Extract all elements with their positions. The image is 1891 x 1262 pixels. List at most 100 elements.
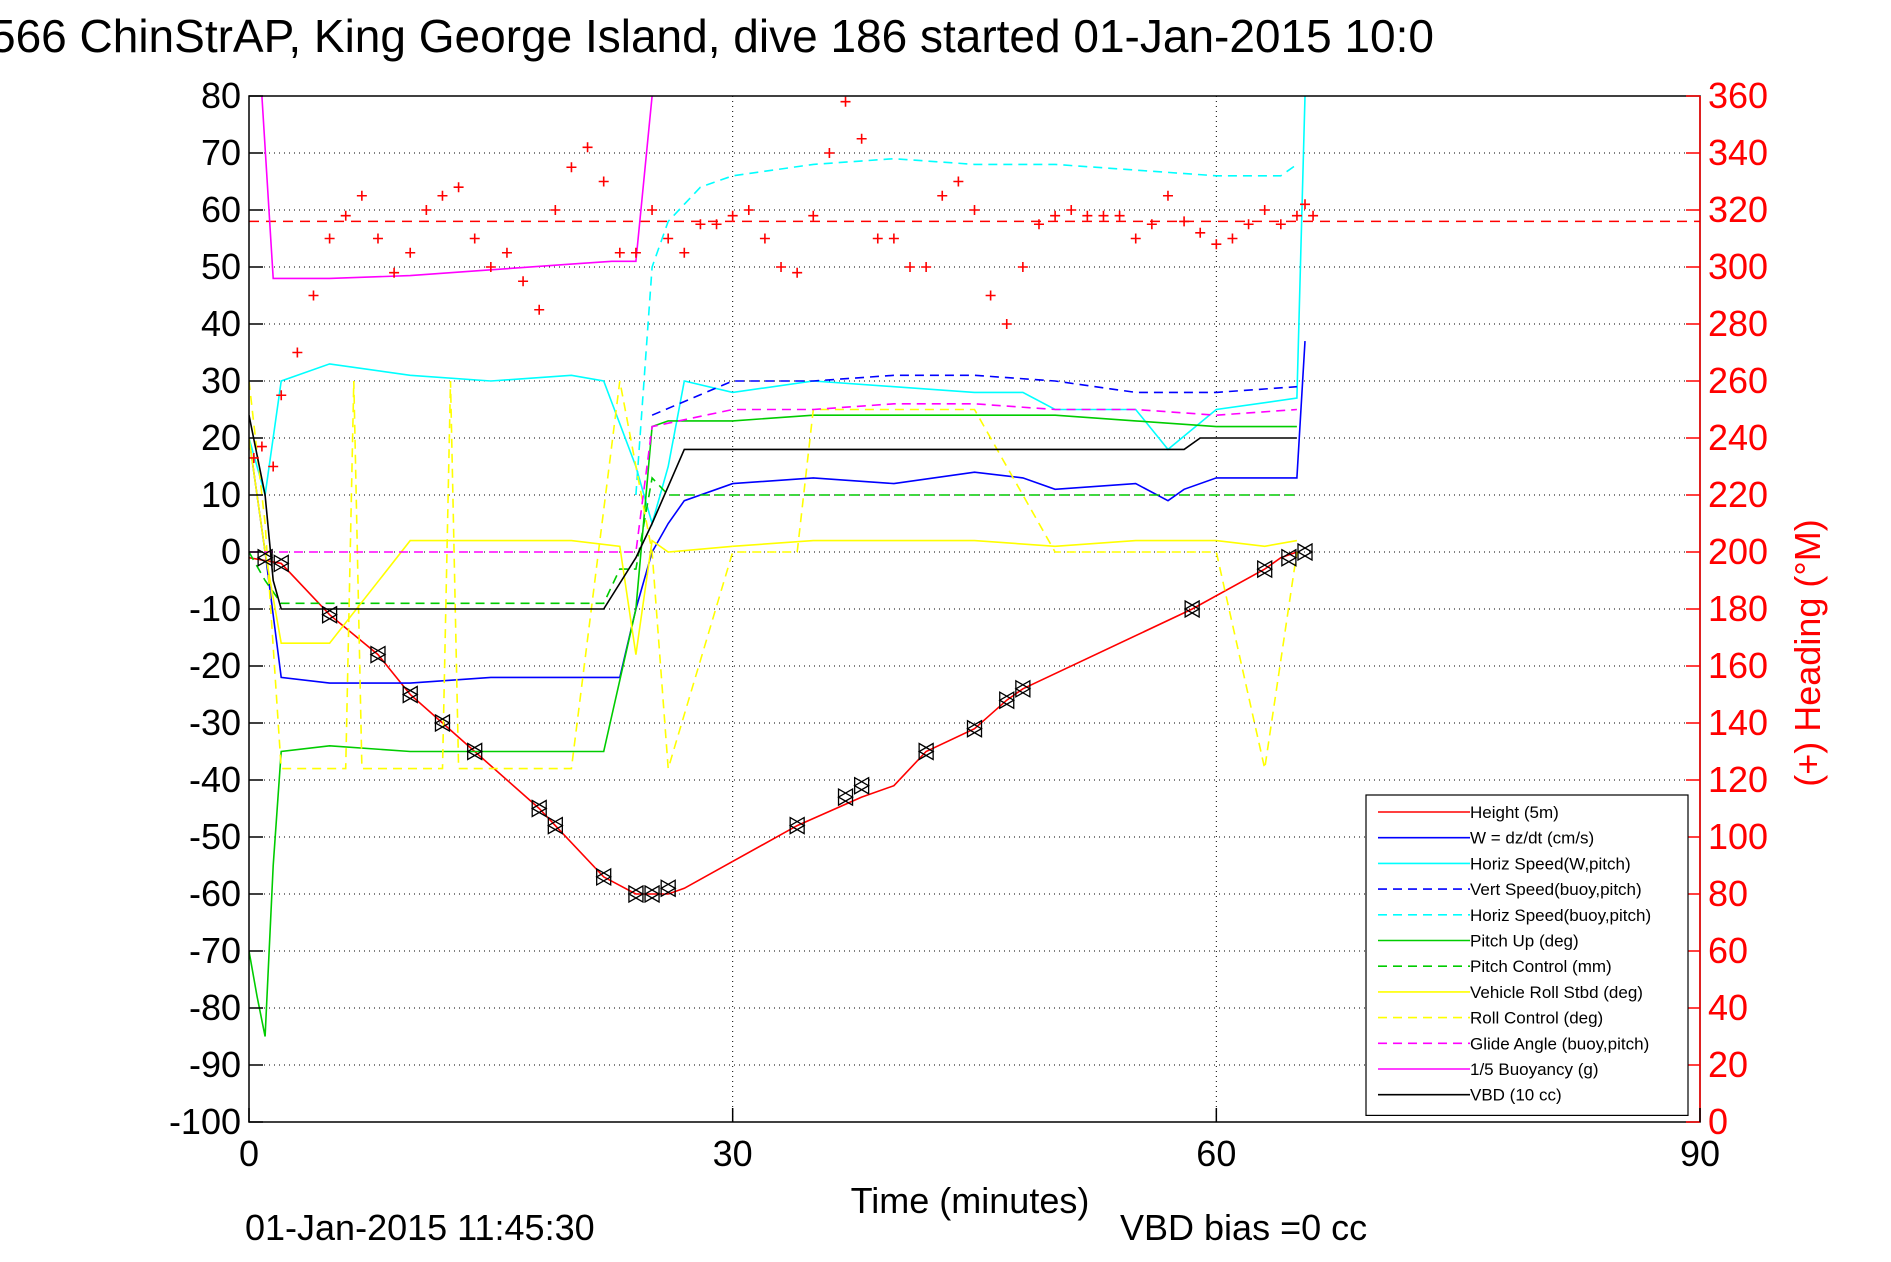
heading-marker (921, 262, 932, 272)
triangle-marker (1281, 548, 1298, 567)
heading-marker (534, 304, 545, 315)
heading-marker (1033, 219, 1044, 230)
y-right-tick-label: 20 (1708, 1044, 1748, 1085)
heading-marker (679, 247, 690, 258)
heading-marker (808, 210, 819, 221)
y-right-tick-label: 0 (1708, 1101, 1728, 1142)
triangle-marker (853, 776, 870, 795)
chart-title: 566 ChinStrAP, King George Island, dive … (0, 10, 1434, 62)
heading-marker (905, 262, 916, 272)
y-right-tick-label: 80 (1708, 873, 1748, 914)
y-tick-label: 0 (221, 531, 241, 572)
heading-marker (405, 247, 416, 258)
heading-marker (1130, 233, 1141, 244)
heading-marker (1211, 239, 1222, 250)
triangle-marker (595, 867, 612, 887)
legend-label: Horiz Speed(W,pitch) (1470, 854, 1631, 873)
x-axis-label: Time (minutes) (851, 1180, 1090, 1221)
triangle-marker (627, 884, 644, 904)
heading-marker (598, 176, 609, 187)
heading-marker (1179, 216, 1190, 227)
legend-label: Vert Speed(buoy,pitch) (1470, 880, 1642, 899)
y-right-tick-label: 320 (1708, 189, 1768, 230)
heading-marker (582, 142, 593, 153)
series-line-8 (249, 380, 1298, 770)
y-tick-label: -90 (189, 1044, 241, 1085)
triangle-marker (837, 787, 854, 807)
heading-marker (268, 461, 279, 472)
heading-marker (824, 148, 835, 158)
series-line-6 (249, 476, 1297, 605)
heading-marker (937, 190, 948, 201)
y-right-tick-label: 140 (1708, 702, 1768, 743)
series-line-5 (249, 414, 1297, 1037)
heading-marker (1162, 190, 1173, 201)
y-right-tick-label: 120 (1708, 759, 1768, 800)
legend-label: Height (5m) (1470, 803, 1559, 822)
heading-marker (1017, 262, 1028, 272)
triangle-marker (530, 799, 547, 818)
heading-marker (759, 233, 770, 244)
heading-marker (1227, 233, 1238, 244)
heading-marker (1195, 227, 1206, 238)
footer-timestamp: 01-Jan-2015 11:45:30 (245, 1207, 595, 1248)
heading-marker (776, 262, 787, 272)
triangle-marker (369, 645, 386, 664)
triangle-marker (853, 776, 870, 795)
heading-marker (1098, 210, 1109, 221)
triangle-marker (1296, 542, 1313, 562)
heading-marker (1300, 199, 1311, 210)
y-tick-label: -20 (189, 645, 241, 686)
y-right-tick-label: 300 (1708, 246, 1768, 287)
heading-marker (324, 233, 335, 244)
x-tick-label: 0 (239, 1133, 259, 1174)
y-right-tick-label: 60 (1708, 930, 1748, 971)
legend-label: Pitch Up (deg) (1470, 932, 1579, 951)
triangle-marker (434, 713, 451, 733)
heading-marker (727, 210, 738, 221)
heading-marker (1275, 219, 1286, 230)
heading-marker (1001, 319, 1012, 329)
heading-marker (485, 262, 496, 272)
triangle-marker (1183, 599, 1200, 619)
heading-marker (647, 205, 658, 215)
y-tick-label: 30 (201, 360, 241, 401)
y-tick-label: -80 (189, 987, 241, 1028)
triangle-marker (321, 605, 338, 624)
heading-marker (356, 190, 367, 201)
y-tick-label: -30 (189, 702, 241, 743)
y-right-tick-label: 260 (1708, 360, 1768, 401)
legend-label: 1/5 Buoyancy (g) (1470, 1060, 1599, 1079)
y-tick-label: 60 (201, 189, 241, 230)
legend: Height (5m) W = dz/dt (cm/s) Horiz Speed(W… (1365, 794, 1689, 1116)
series-layer (249, 96, 1700, 1037)
heading-marker (953, 176, 964, 187)
marker-layer (249, 96, 1319, 904)
heading-marker (256, 441, 267, 452)
series-line-3 (651, 374, 1297, 416)
legend-label: Pitch Control (mm) (1470, 957, 1612, 976)
legend-box (1365, 794, 1689, 1116)
heading-marker (421, 205, 432, 215)
footer-vbd-bias: VBD bias =0 cc (1120, 1207, 1367, 1248)
x-tick-label: 90 (1680, 1133, 1720, 1174)
heading-marker (1259, 205, 1270, 215)
heading-marker (1291, 210, 1302, 221)
y-right-tick-label: 280 (1708, 303, 1768, 344)
series-line-2 (249, 96, 1306, 527)
heading-marker (292, 347, 303, 358)
heading-marker (856, 133, 867, 144)
triangle-marker (1014, 679, 1031, 698)
y-right-tick-label: 100 (1708, 816, 1768, 857)
y-right-tick-label: 160 (1708, 645, 1768, 686)
right-axis-label: (+) Heading (°M) (1787, 519, 1828, 786)
heading-marker (888, 233, 899, 244)
triangle-marker (659, 879, 676, 898)
y-tick-label: -50 (189, 816, 241, 857)
series-line-11 (249, 415, 1297, 610)
legend-label: Glide Angle (buoy,pitch) (1470, 1034, 1649, 1053)
series-line-7 (249, 437, 1298, 655)
x-tick-label: 30 (713, 1133, 753, 1174)
y-tick-label: 20 (201, 417, 241, 458)
